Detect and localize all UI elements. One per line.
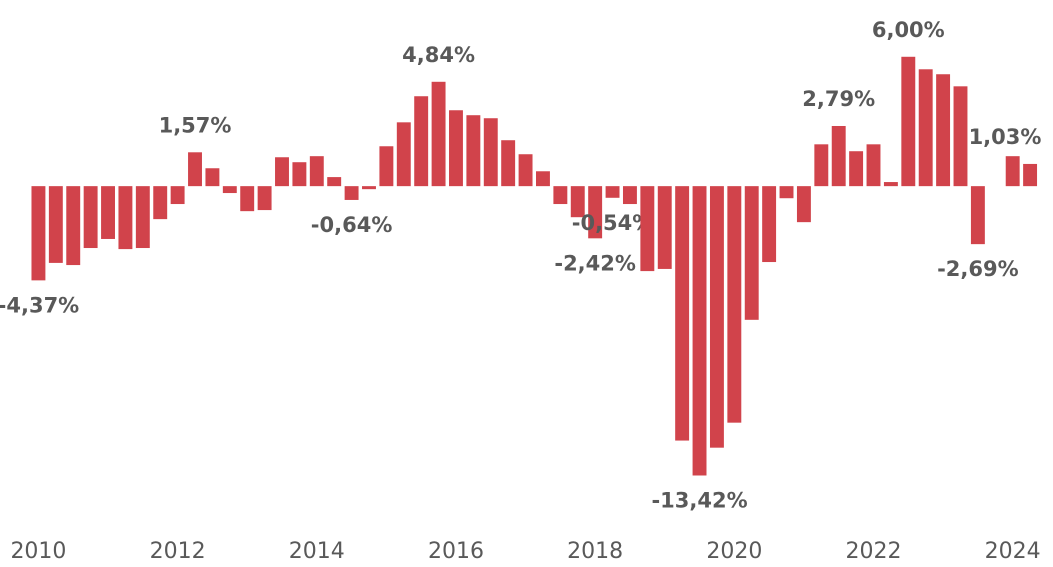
x-tick-label: 2018 — [567, 539, 623, 564]
bar — [188, 152, 202, 187]
x-tick-label: 2020 — [706, 539, 762, 564]
bar — [518, 154, 533, 187]
bar — [779, 186, 794, 199]
bar — [536, 171, 550, 187]
data-label: -13,42% — [651, 488, 747, 512]
bar — [727, 186, 742, 423]
bar — [953, 86, 968, 187]
bar — [449, 110, 463, 187]
x-tick-label: 2016 — [428, 539, 484, 564]
data-label: -2,42% — [554, 251, 636, 275]
bar — [901, 56, 916, 187]
bar — [48, 186, 63, 263]
bar — [396, 122, 411, 187]
bar — [883, 182, 898, 187]
data-label: 2,79% — [802, 87, 875, 111]
bar — [1005, 156, 1020, 187]
bar — [640, 186, 655, 272]
bar — [101, 186, 115, 239]
x-tick-label: 2024 — [985, 539, 1041, 564]
x-tick-label: 2014 — [289, 539, 345, 564]
bar — [431, 81, 446, 187]
bar — [657, 186, 672, 269]
bar — [936, 74, 951, 187]
bar — [866, 144, 881, 187]
bar — [414, 96, 429, 187]
bar — [588, 186, 603, 239]
bar — [257, 186, 272, 211]
bar — [344, 186, 359, 200]
data-label: 1,03% — [969, 125, 1042, 149]
data-label: 4,84% — [402, 43, 475, 67]
bar — [118, 186, 133, 250]
bar — [466, 115, 481, 187]
bar — [327, 177, 342, 187]
bar — [501, 140, 516, 187]
bar — [918, 69, 933, 187]
bar — [275, 157, 289, 187]
bar — [796, 186, 811, 223]
bar — [483, 118, 498, 187]
x-tick-label: 2010 — [10, 539, 66, 564]
data-label: -2,69% — [937, 257, 1019, 281]
bar — [762, 186, 777, 263]
bar — [309, 156, 324, 187]
bar — [692, 186, 707, 476]
x-tick-label: 2022 — [846, 539, 902, 564]
bar — [970, 186, 985, 245]
x-tick-label: 2012 — [150, 539, 206, 564]
bar — [379, 146, 394, 187]
data-label: -0,64% — [311, 213, 393, 237]
bar — [83, 186, 98, 249]
bar — [570, 186, 585, 218]
bar — [153, 186, 168, 220]
bar — [849, 151, 864, 187]
bar — [135, 186, 150, 249]
bar — [622, 186, 637, 205]
bar — [292, 162, 307, 187]
bar — [709, 186, 724, 448]
data-label: -4,37% — [0, 293, 79, 317]
bar — [605, 186, 620, 198]
data-label: 1,57% — [159, 113, 232, 137]
bar — [553, 186, 568, 205]
bar — [222, 186, 237, 194]
bar — [170, 186, 185, 205]
bar — [1023, 163, 1038, 187]
bar — [675, 186, 690, 441]
bar — [814, 144, 829, 187]
data-label: -0,54% — [572, 211, 654, 235]
bar — [31, 186, 46, 281]
bar — [362, 186, 376, 190]
bar — [744, 186, 759, 320]
bar — [831, 125, 846, 187]
bar — [205, 168, 220, 187]
bar — [240, 186, 255, 212]
data-label: 6,00% — [872, 18, 945, 42]
bar — [66, 186, 81, 266]
